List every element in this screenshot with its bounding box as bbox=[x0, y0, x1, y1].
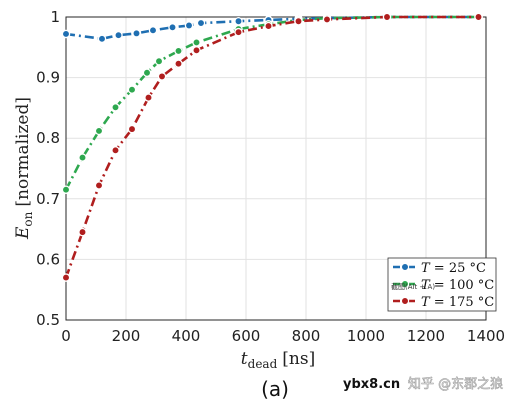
data-point bbox=[78, 227, 87, 237]
y-tick-label: 1 bbox=[50, 8, 60, 26]
y-axis-label: Eon [normalized] bbox=[13, 97, 35, 240]
data-point bbox=[234, 27, 243, 37]
x-tick-label: 200 bbox=[112, 327, 141, 345]
x-axis-label-subscript: dead bbox=[248, 357, 278, 371]
figure-caption: (a) bbox=[261, 377, 289, 401]
data-point bbox=[154, 56, 164, 66]
data-point bbox=[97, 34, 107, 44]
data-point bbox=[168, 23, 177, 32]
data-series bbox=[61, 12, 483, 282]
legend-label: T = 25 °C bbox=[421, 261, 486, 276]
y-tick-label: 0.8 bbox=[36, 129, 60, 147]
data-point bbox=[192, 38, 201, 47]
data-point bbox=[192, 46, 201, 55]
x-tick-label: 800 bbox=[292, 327, 321, 345]
legend-label: T = 175 °C bbox=[421, 295, 494, 310]
legend: T = 25 °C T = 100 °C T = 175 °C bbox=[387, 257, 497, 312]
data-point bbox=[157, 72, 167, 81]
data-point bbox=[111, 146, 120, 155]
series-line bbox=[64, 15, 479, 191]
x-tick-label: 600 bbox=[232, 327, 261, 345]
data-point bbox=[264, 21, 273, 31]
author-watermark: 知乎 @东郡之狼 bbox=[408, 376, 503, 392]
x-tick-label: 400 bbox=[172, 327, 201, 345]
y-axis-label-main: E bbox=[13, 226, 33, 240]
legend-marker bbox=[400, 262, 410, 272]
legend-label: T = 100 °C bbox=[421, 278, 494, 293]
axis-ticks: 0 200 400 600 800 1000 1200 1400 0.5 0.6 0.7 0.8 0.9… bbox=[36, 8, 505, 345]
x-tick-label: 0 bbox=[61, 327, 71, 345]
data-point bbox=[144, 93, 153, 102]
data-point bbox=[184, 21, 194, 30]
x-axis-label: tdead [ns] bbox=[241, 349, 315, 371]
y-tick-label: 0.6 bbox=[36, 250, 60, 268]
screenshot-tip-watermark: 截图(Alt + A) bbox=[391, 282, 435, 291]
legend-marker bbox=[400, 296, 410, 306]
data-point bbox=[174, 59, 183, 68]
axes-frame bbox=[65, 16, 487, 321]
x-axis-label-main: t bbox=[241, 349, 248, 369]
data-point bbox=[234, 16, 243, 26]
data-point bbox=[127, 85, 137, 94]
data-point bbox=[61, 273, 71, 282]
y-axis-label-unit: [normalized] bbox=[13, 97, 33, 207]
data-point bbox=[61, 185, 71, 194]
series-2 bbox=[61, 12, 483, 282]
data-point bbox=[148, 26, 158, 35]
data-point bbox=[142, 68, 152, 78]
data-point bbox=[94, 126, 104, 136]
data-point bbox=[196, 18, 206, 28]
data-point bbox=[111, 103, 120, 112]
x-tick-label: 1000 bbox=[347, 327, 385, 345]
y-axis-label-subscript: on bbox=[21, 211, 35, 226]
y-tick-label: 0.9 bbox=[36, 69, 60, 87]
legend-marker bbox=[400, 279, 410, 289]
series-line bbox=[64, 15, 479, 279]
data-point bbox=[114, 30, 123, 40]
data-point bbox=[174, 46, 183, 56]
data-point bbox=[474, 12, 483, 22]
data-point bbox=[322, 15, 332, 24]
data-point bbox=[127, 124, 137, 134]
data-point bbox=[78, 153, 87, 162]
data-point bbox=[94, 181, 104, 190]
y-tick-label: 0.7 bbox=[36, 190, 60, 208]
x-tick-label: 1400 bbox=[467, 327, 505, 345]
site-watermark: ybx8.cn bbox=[343, 377, 400, 392]
series-1 bbox=[61, 12, 483, 194]
data-point bbox=[61, 29, 71, 39]
x-axis-label-unit: [ns] bbox=[282, 349, 315, 369]
data-point bbox=[382, 12, 392, 22]
data-point bbox=[132, 29, 141, 38]
x-tick-label: 1200 bbox=[407, 327, 445, 345]
y-tick-label: 0.5 bbox=[36, 311, 60, 329]
data-point bbox=[294, 16, 303, 26]
